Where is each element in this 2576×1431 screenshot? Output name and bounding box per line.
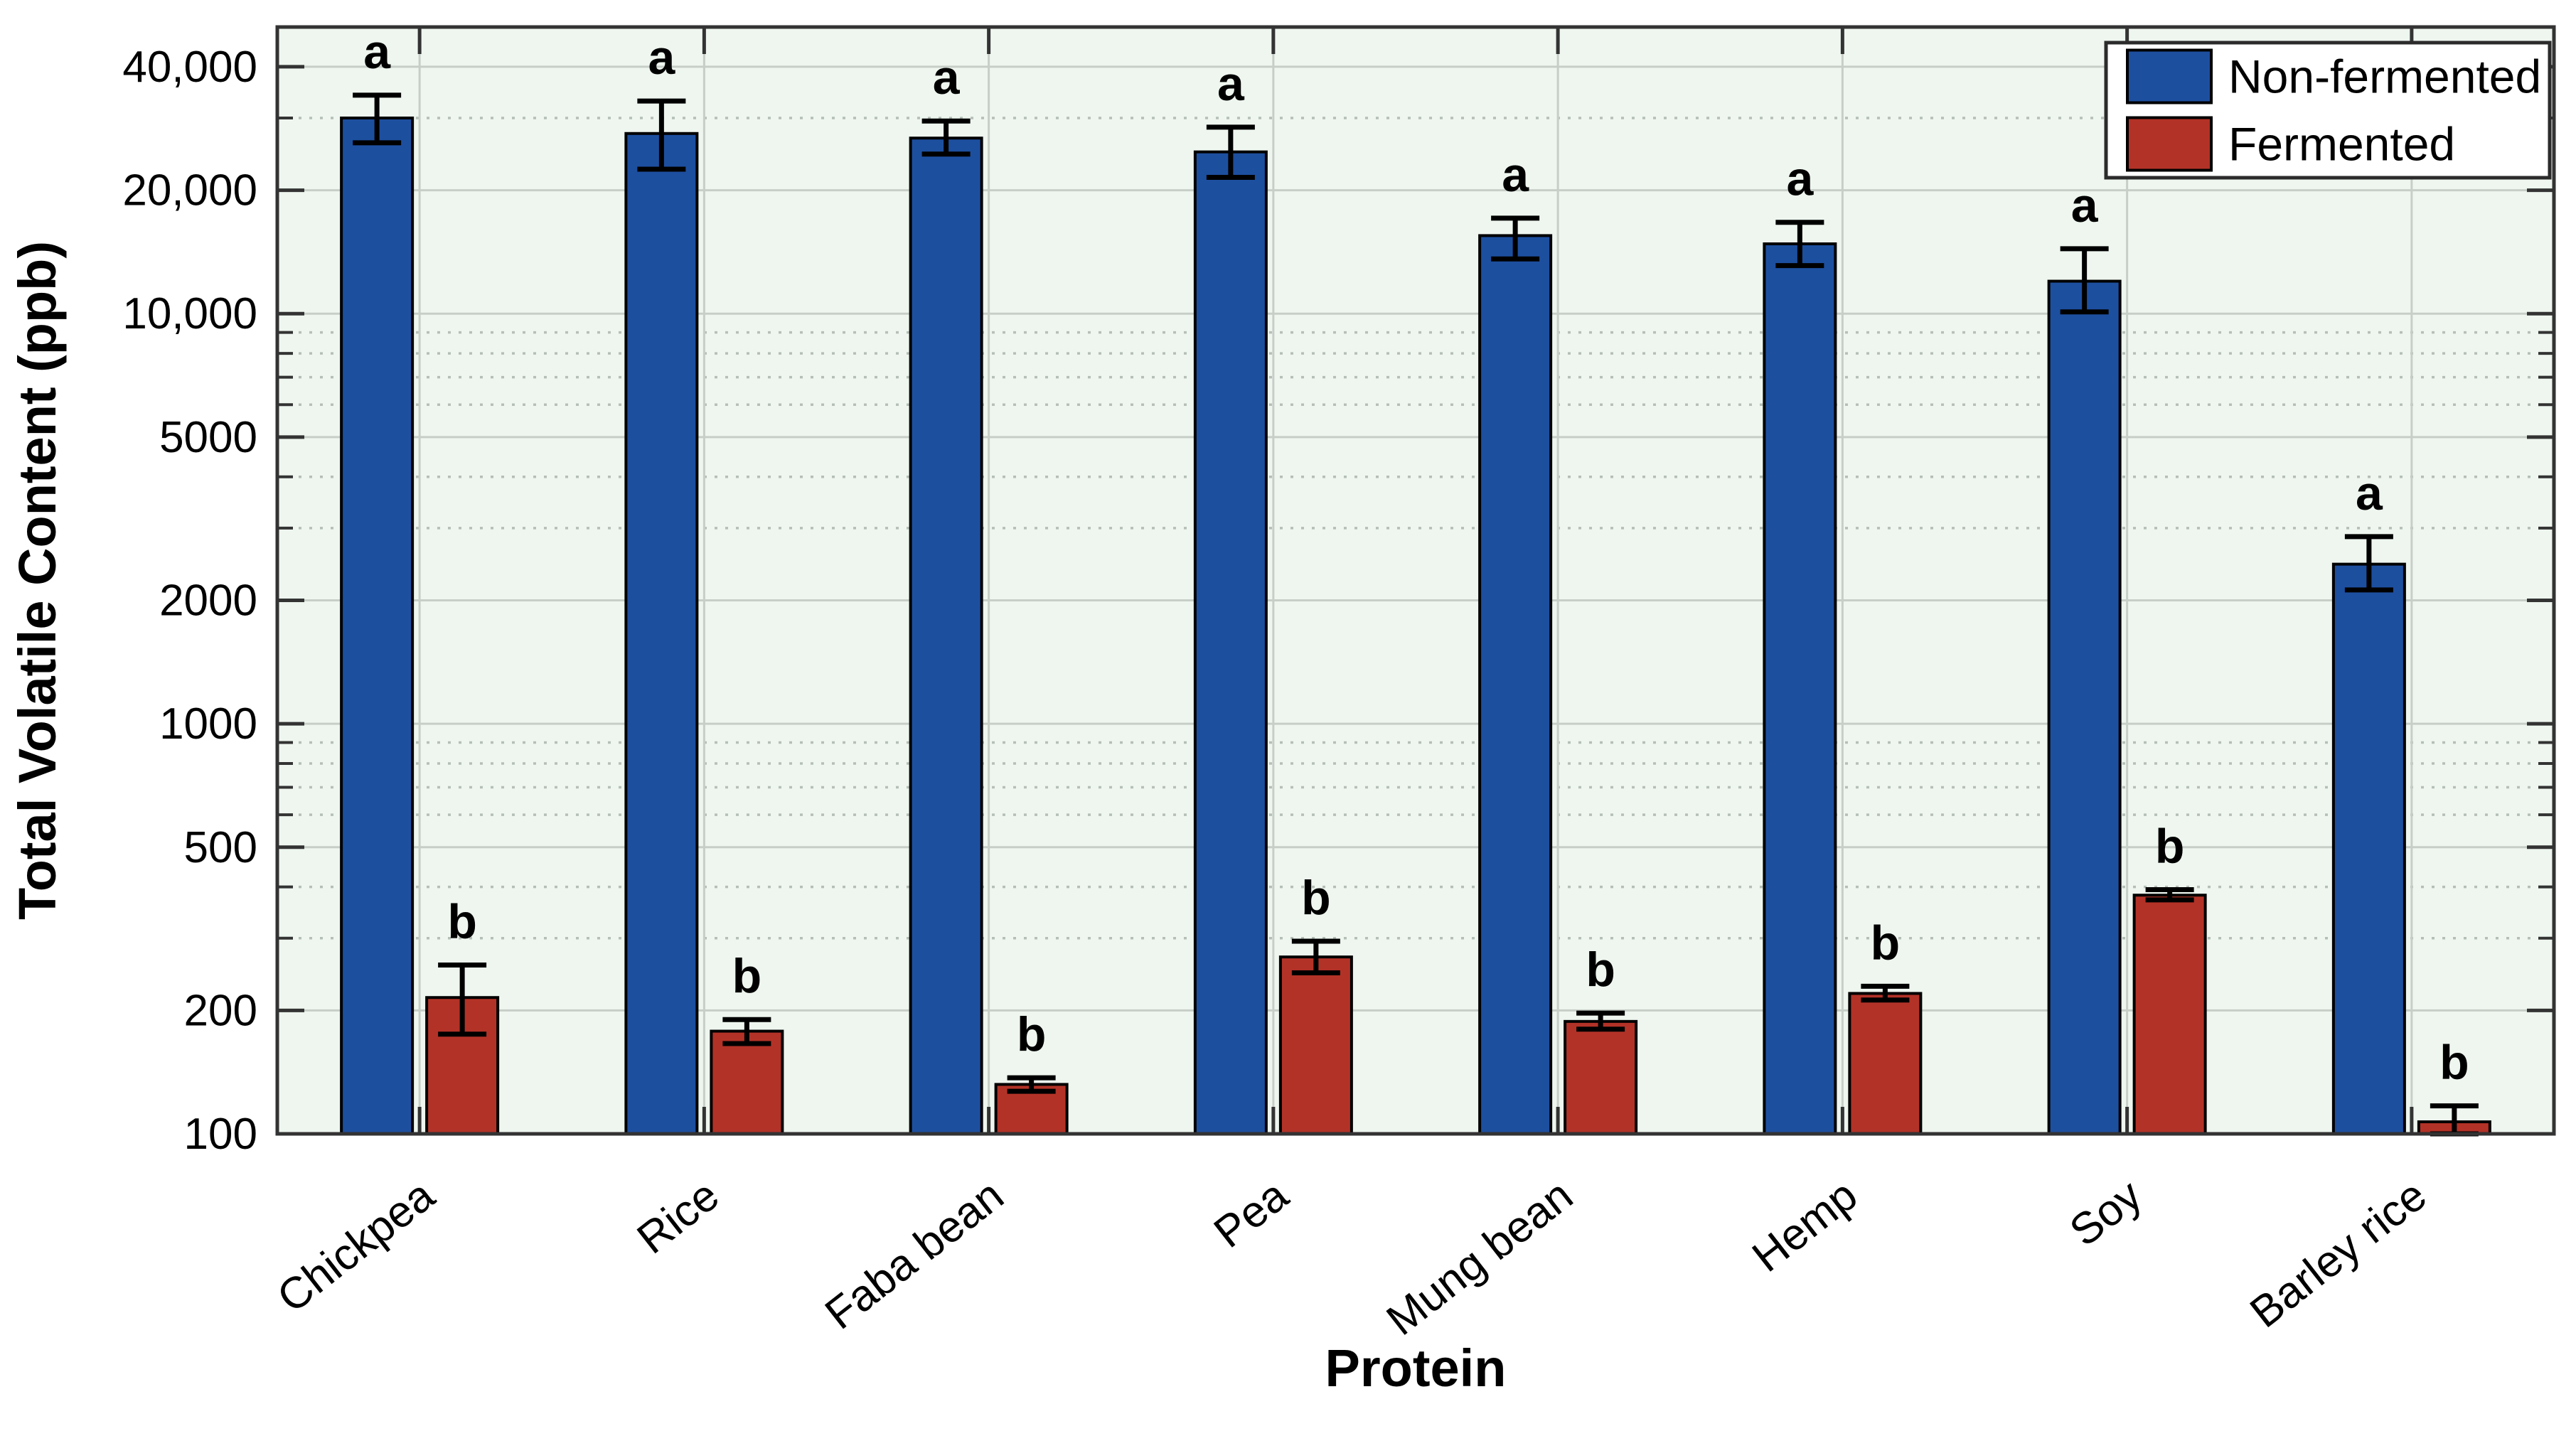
x-tick-label-chickpea: Chickpea — [269, 1170, 444, 1322]
sig-letter-non-fermented-faba-bean: a — [933, 50, 961, 104]
x-tick-label-soy: Soy — [2061, 1171, 2152, 1256]
sig-letter-fermented-soy: b — [2155, 819, 2185, 873]
x-tick-label-faba-bean: Faba bean — [816, 1171, 1012, 1339]
x-axis-title: Protein — [1325, 1339, 1507, 1398]
bar-fermented-pea — [1278, 955, 1353, 1136]
bar-fermented-soy — [2132, 894, 2207, 1135]
y-tick-label: 40,000 — [122, 43, 257, 92]
sig-letter-fermented-hemp: b — [1871, 916, 1901, 970]
y-tick-label: 10,000 — [122, 289, 257, 338]
sig-letter-non-fermented-soy: a — [2071, 178, 2099, 232]
axis-box — [275, 25, 2556, 1136]
x-tick-label-mung-bean: Mung bean — [1378, 1171, 1582, 1345]
legend-swatch-fermented — [2126, 116, 2213, 172]
y-tick-label: 20,000 — [122, 166, 257, 215]
bar-fermented-mung-bean — [1564, 1019, 1638, 1135]
y-tick-label: 2000 — [159, 576, 257, 625]
bar-non-fermented-hemp — [1763, 242, 1837, 1136]
bar-non-fermented-soy — [2047, 279, 2122, 1135]
bar-fermented-hemp — [1848, 992, 1923, 1136]
x-tick-label-rice: Rice — [629, 1171, 728, 1264]
y-tick-label: 1000 — [159, 700, 257, 749]
y-tick-label: 200 — [184, 986, 257, 1035]
y-axis-title: Total Volatile Content (ppb) — [8, 241, 67, 920]
y-tick-label: 100 — [184, 1110, 257, 1159]
sig-letter-non-fermented-chickpea: a — [363, 25, 391, 79]
x-tick-label-hemp: Hemp — [1743, 1171, 1866, 1282]
sig-letter-fermented-faba-bean: b — [1017, 1007, 1047, 1061]
bar-non-fermented-barley-rice — [2331, 562, 2406, 1135]
plot-area — [277, 27, 2554, 1134]
y-tick-label: 5000 — [159, 413, 257, 462]
x-tick-label-pea: Pea — [1205, 1170, 1298, 1258]
sig-letter-fermented-mung-bean: b — [1586, 943, 1615, 997]
x-tick-label-barley-rice: Barley rice — [2241, 1171, 2435, 1338]
bar-fermented-rice — [710, 1029, 784, 1135]
bar-non-fermented-rice — [624, 132, 699, 1135]
sig-letter-non-fermented-hemp: a — [1786, 152, 1814, 206]
bar-non-fermented-pea — [1193, 150, 1268, 1135]
sig-letter-fermented-barley-rice: b — [2439, 1036, 2469, 1090]
sig-letter-non-fermented-rice: a — [648, 31, 675, 85]
sig-letter-fermented-chickpea: b — [447, 895, 477, 949]
bar-non-fermented-chickpea — [340, 116, 415, 1136]
legend-swatch-non-fermented — [2126, 48, 2213, 104]
sig-letter-non-fermented-barley-rice: a — [2356, 466, 2383, 520]
legend-label-fermented: Fermented — [2228, 118, 2455, 171]
bar-non-fermented-faba-bean — [909, 136, 983, 1136]
sig-letter-fermented-rice: b — [732, 949, 762, 1003]
bar-non-fermented-mung-bean — [1478, 234, 1553, 1136]
sig-letter-non-fermented-mung-bean: a — [1502, 148, 1529, 202]
legend-label-non-fermented: Non-fermented — [2228, 50, 2541, 103]
y-tick-label: 500 — [184, 823, 257, 872]
sig-letter-fermented-pea: b — [1301, 871, 1331, 925]
sig-letter-non-fermented-pea: a — [1217, 57, 1245, 111]
